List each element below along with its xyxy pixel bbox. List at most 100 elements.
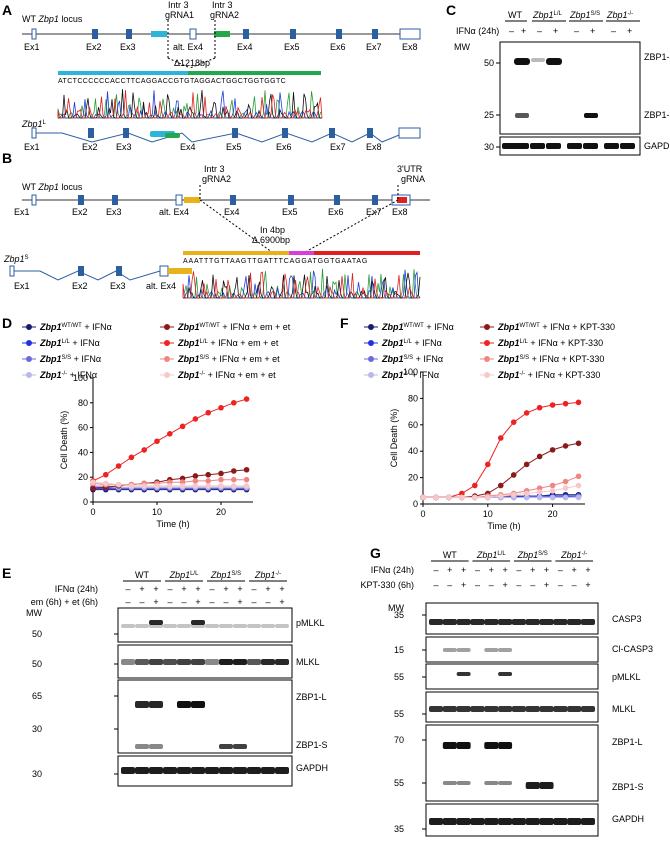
treatment-sign: +	[521, 26, 526, 36]
western-band	[191, 620, 205, 625]
legend-label: Zbp1WT/WT + IFNα + KPT-330	[497, 322, 615, 332]
treatment-sign: +	[237, 584, 242, 594]
data-point	[497, 435, 504, 441]
legend-marker	[368, 372, 374, 378]
panel-f-chart: 0 20 40 60 80 100 0 10 20 Time (h) Cell Death (%)	[389, 367, 585, 531]
x-tick-label: 0	[420, 509, 425, 519]
data-point	[536, 453, 543, 460]
data-point	[243, 396, 250, 402]
exon-box	[288, 195, 294, 205]
mw-marker: 30	[32, 724, 42, 734]
panel-a: A WT Zbp1 locus Ex1 Ex2 Ex3 alt. Ex4 Ex4…	[2, 0, 421, 152]
western-band	[498, 818, 513, 825]
data-point	[115, 481, 122, 488]
utr-label-line1: 3'UTR	[397, 164, 423, 174]
grna1-label-line2: gRNA1	[165, 10, 194, 20]
legend-marker	[164, 356, 170, 362]
western-band	[484, 818, 499, 825]
western-band	[567, 619, 582, 625]
western-band	[567, 706, 582, 712]
exon-label: Ex4	[180, 142, 196, 152]
western-band	[191, 659, 205, 665]
chromatogram-trace	[182, 268, 420, 299]
exon-label: Ex7	[330, 142, 346, 152]
data-point	[154, 438, 160, 445]
western-band	[539, 619, 554, 625]
legend-label: Zbp1S/S + IFNα + KPT-330	[497, 354, 604, 364]
band-label: ZBP1-L	[296, 692, 327, 702]
legend-marker	[368, 324, 374, 330]
western-band	[442, 648, 457, 652]
panel-c-bands	[502, 58, 635, 149]
chromatogram-trace	[182, 271, 421, 299]
treatment-sign: –	[475, 565, 480, 575]
legend-marker	[164, 340, 170, 346]
legend-label: Zbp1L/L + IFNα	[381, 338, 442, 348]
y-tick-label: 80	[408, 393, 418, 403]
treatment-sign: +	[153, 597, 158, 607]
blot-box	[425, 602, 599, 635]
exon-box	[31, 127, 37, 139]
western-band	[135, 659, 149, 665]
exon-box	[88, 128, 94, 138]
mw-label: MW	[388, 603, 404, 613]
x-tick-label: 0	[90, 507, 95, 517]
utr-label-line2: gRNA	[401, 174, 425, 184]
ifn-row-label: IFNα (24h)	[456, 26, 499, 36]
exon-label: Ex1	[24, 142, 40, 152]
exon-label: Ex6	[276, 142, 292, 152]
fused-exon	[165, 133, 180, 138]
data-point	[536, 489, 543, 495]
western-band	[233, 767, 247, 774]
panel-b-letter: B	[2, 150, 12, 166]
treatment-sign: –	[139, 597, 144, 607]
exon-box	[290, 29, 296, 39]
western-band	[553, 619, 568, 625]
western-band	[525, 818, 540, 825]
western-band	[456, 706, 471, 712]
legend-label: Zbp1WT/WT + IFNα + em + et	[177, 322, 291, 332]
data-point	[205, 409, 211, 416]
data-point	[536, 485, 543, 491]
treatment-sign: –	[433, 580, 438, 590]
exon-box	[336, 29, 342, 39]
exon-box	[329, 128, 335, 138]
panel-g-letter: G	[370, 545, 381, 561]
panel-b-locus-title: WT Zbp1 locus	[22, 182, 83, 192]
western-band	[261, 659, 275, 665]
exon-box	[232, 128, 238, 138]
data-point	[497, 482, 504, 489]
data-point	[205, 471, 211, 478]
exon-label: Ex7	[366, 42, 382, 52]
band-label: ZBP1-L	[612, 737, 643, 747]
grna2-label-line2: gRNA2	[202, 174, 231, 184]
data-point	[459, 490, 465, 497]
seq-bar-magenta	[289, 251, 314, 255]
western-band	[583, 143, 598, 149]
western-band	[121, 659, 135, 665]
western-band	[456, 781, 471, 785]
treatment-sign: –	[516, 565, 521, 575]
legend-label: Zbp1WT/WT + IFNα	[39, 322, 112, 332]
western-band	[429, 619, 443, 625]
treatment-sign: +	[447, 565, 452, 575]
treatment-sign: –	[572, 580, 577, 590]
exon-box	[123, 128, 129, 138]
western-band	[275, 624, 289, 628]
western-band	[531, 58, 545, 62]
mw-label: MW	[26, 608, 42, 618]
data-point	[485, 494, 491, 501]
exon-box	[112, 195, 118, 205]
genotype-label: Zbp1S/S	[210, 570, 241, 580]
panel-f-letter: F	[340, 315, 349, 331]
western-band	[498, 742, 513, 749]
legend-marker	[26, 356, 32, 362]
treatment-sign: –	[251, 597, 256, 607]
western-band	[233, 744, 247, 749]
data-point	[103, 480, 109, 487]
exon-label: Ex1	[14, 207, 30, 217]
treatment-sign: +	[279, 584, 284, 594]
exon-label: Ex8	[402, 42, 418, 52]
exon-label: Ex4	[224, 207, 240, 217]
exon-box	[31, 194, 37, 206]
